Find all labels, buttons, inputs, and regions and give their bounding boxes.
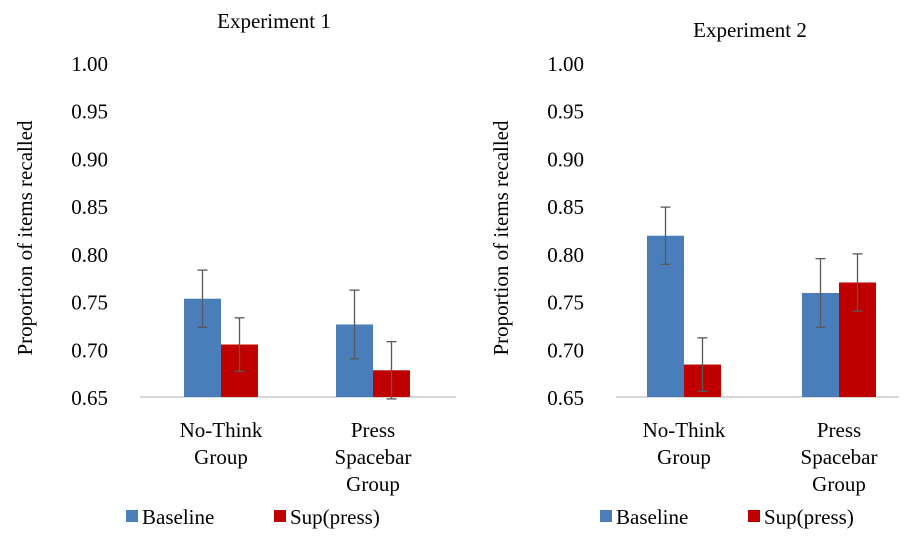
y-tick-label: 0.95: [547, 100, 584, 124]
chart-panel-1: Experiment 1 Proportion of items recalled…: [13, 9, 456, 529]
legend-swatch-sup-press: [748, 510, 760, 522]
x-category-label: Group: [812, 472, 866, 496]
x-category-label: Group: [194, 445, 248, 469]
legend-label: Baseline: [142, 505, 214, 529]
x-category-label: Press: [351, 418, 395, 442]
legend-label: Sup(press): [764, 505, 854, 529]
y-tick-label: 0.85: [71, 195, 108, 219]
y-tick-label: 1.00: [547, 52, 584, 76]
x-category-label: No-Think: [643, 418, 726, 442]
chart-title: Experiment 1: [217, 9, 331, 33]
y-tick-label: 0.75: [71, 291, 108, 315]
legend-swatch-sup-press: [274, 510, 286, 522]
y-axis-label: Proportion of items recalled: [13, 120, 37, 356]
x-category-label: Group: [346, 472, 400, 496]
x-category-label: Spacebar: [801, 445, 878, 469]
y-tick-label: 0.70: [547, 338, 584, 362]
x-category-label: Group: [657, 445, 711, 469]
x-category-label: Press: [817, 418, 861, 442]
legend-label: Sup(press): [290, 505, 380, 529]
y-tick-label: 0.90: [71, 147, 108, 171]
legend-label: Baseline: [616, 505, 688, 529]
y-tick-label: 0.65: [71, 386, 108, 410]
chart-title: Experiment 2: [693, 18, 807, 42]
y-tick-label: 0.90: [547, 147, 584, 171]
y-tick-label: 0.75: [547, 291, 584, 315]
y-tick-label: 0.95: [71, 100, 108, 124]
legend-swatch-baseline: [126, 510, 138, 522]
y-tick-label: 0.85: [547, 195, 584, 219]
x-category-label: Spacebar: [335, 445, 412, 469]
y-tick-label: 0.80: [71, 243, 108, 267]
chart-panel-2: Experiment 2 Proportion of items recalled…: [489, 18, 899, 529]
legend-swatch-baseline: [600, 510, 612, 522]
y-axis-label: Proportion of items recalled: [489, 120, 513, 356]
y-tick-label: 0.65: [547, 386, 584, 410]
x-category-label: No-Think: [180, 418, 263, 442]
y-tick-label: 0.80: [547, 243, 584, 267]
y-tick-label: 0.70: [71, 338, 108, 362]
y-tick-label: 1.00: [71, 52, 108, 76]
